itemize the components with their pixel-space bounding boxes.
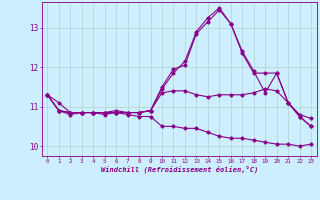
X-axis label: Windchill (Refroidissement éolien,°C): Windchill (Refroidissement éolien,°C) [100, 165, 258, 173]
